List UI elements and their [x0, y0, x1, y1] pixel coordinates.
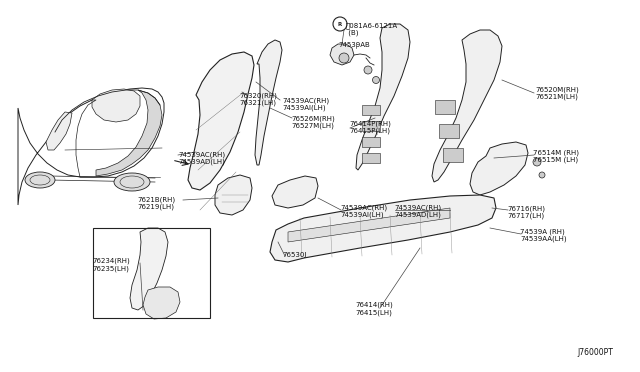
Text: 76520M(RH)
76521M(LH): 76520M(RH) 76521M(LH)	[535, 86, 579, 100]
Ellipse shape	[25, 172, 55, 188]
Polygon shape	[356, 24, 410, 170]
Polygon shape	[215, 175, 252, 215]
Text: 76716(RH)
76717(LH): 76716(RH) 76717(LH)	[507, 205, 545, 219]
Bar	[443, 148, 463, 162]
Text: 76414(RH)
76415(LH): 76414(RH) 76415(LH)	[355, 302, 393, 316]
Polygon shape	[272, 176, 318, 208]
Polygon shape	[470, 142, 528, 195]
Polygon shape	[92, 89, 140, 122]
Ellipse shape	[339, 53, 349, 63]
Bar	[93, 228, 210, 318]
Ellipse shape	[364, 66, 372, 74]
Text: 76234(RH)
76235(LH): 76234(RH) 76235(LH)	[92, 258, 130, 272]
Text: 74539A (RH)
74539AA(LH): 74539A (RH) 74539AA(LH)	[520, 228, 566, 242]
Polygon shape	[255, 40, 282, 165]
Text: 74539AB: 74539AB	[338, 42, 370, 48]
Text: 7621B(RH)
76219(LH): 7621B(RH) 76219(LH)	[137, 196, 175, 210]
Text: 76414P(RH)
76415P(LH): 76414P(RH) 76415P(LH)	[349, 120, 391, 134]
Text: 76526M(RH)
76527M(LH): 76526M(RH) 76527M(LH)	[291, 115, 335, 129]
Bar	[439, 124, 459, 138]
Polygon shape	[432, 30, 502, 182]
Bar	[435, 100, 455, 114]
Ellipse shape	[372, 77, 380, 83]
Bar	[362, 121, 380, 131]
Text: 76530J: 76530J	[282, 252, 307, 258]
Polygon shape	[288, 208, 450, 242]
Text: 74539AC(RH)
74539AD(LH): 74539AC(RH) 74539AD(LH)	[394, 204, 441, 218]
Text: 74539AC(RH)
74539AI(LH): 74539AC(RH) 74539AI(LH)	[340, 204, 387, 218]
Ellipse shape	[539, 172, 545, 178]
Text: 76320(RH)
76321(LH): 76320(RH) 76321(LH)	[239, 92, 277, 106]
Ellipse shape	[533, 158, 541, 166]
Text: 74539AC(RH)
74539AD(LH): 74539AC(RH) 74539AD(LH)	[178, 151, 225, 165]
Bar	[362, 137, 380, 147]
Polygon shape	[188, 52, 254, 190]
Text: J76000PT: J76000PT	[577, 348, 613, 357]
Polygon shape	[46, 112, 72, 150]
Text: 74539AC(RH)
74539AI(LH): 74539AC(RH) 74539AI(LH)	[282, 97, 329, 111]
Ellipse shape	[114, 173, 150, 191]
Text: R: R	[338, 22, 342, 26]
Bar	[362, 153, 380, 163]
Bar	[362, 105, 380, 115]
Polygon shape	[96, 90, 162, 176]
Polygon shape	[270, 195, 496, 262]
Text: Ⓡ081A6-6121A
 (B): Ⓡ081A6-6121A (B)	[346, 22, 398, 36]
Polygon shape	[143, 287, 180, 319]
Text: 76514M (RH)
76515M (LH): 76514M (RH) 76515M (LH)	[533, 149, 579, 163]
Polygon shape	[130, 228, 168, 310]
Polygon shape	[18, 88, 164, 205]
Polygon shape	[330, 44, 354, 65]
